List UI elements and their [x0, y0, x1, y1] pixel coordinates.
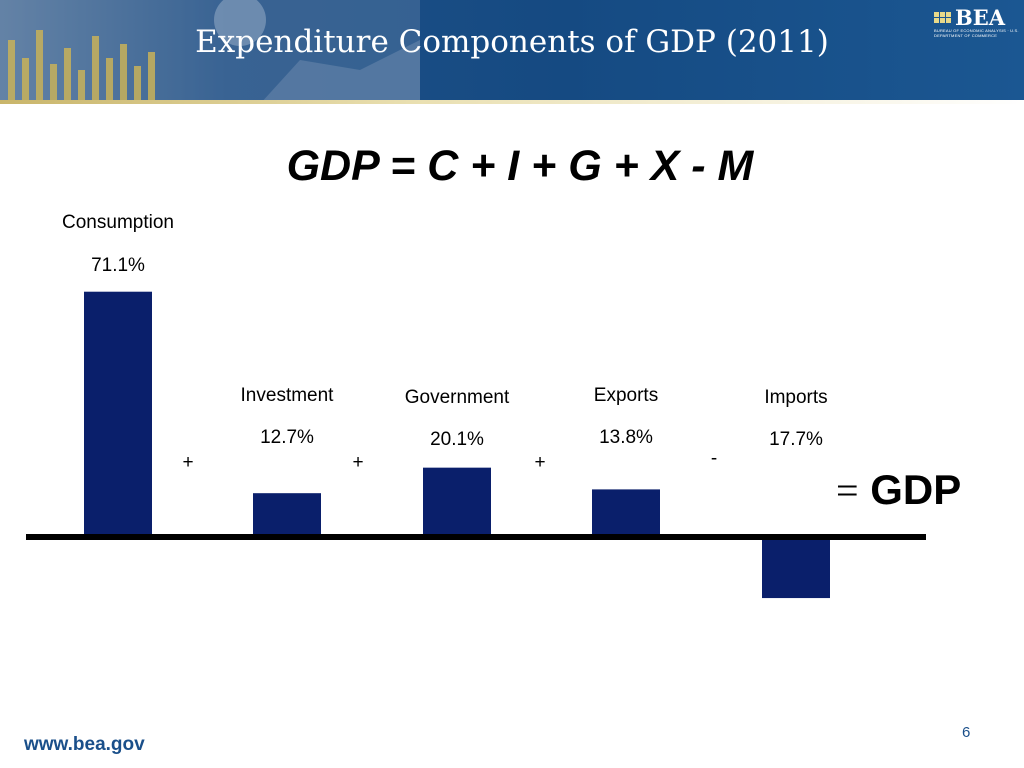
- logo-subtext: BUREAU OF ECONOMIC ANALYSIS · U.S. DEPAR…: [934, 28, 1019, 38]
- slide-header: Expenditure Components of GDP (2011) BEA…: [0, 0, 1024, 104]
- bea-logo: [934, 12, 951, 23]
- header-decoration-graphic: [0, 0, 420, 104]
- slide-title: Expenditure Components of GDP (2011): [195, 24, 829, 60]
- bar-investment: [253, 493, 321, 537]
- gdp-equation: GDP = C + I + G + X - M: [286, 142, 754, 190]
- bar-consumption: [84, 291, 152, 537]
- operator-4: -: [710, 448, 718, 469]
- bar-government: [423, 467, 491, 537]
- value-label-exports: 13.8%: [599, 427, 653, 448]
- category-label-exports: Exports: [593, 385, 659, 406]
- header-accent-band: [0, 100, 1024, 104]
- category-label-government: Government: [404, 387, 510, 408]
- operator-1: +: [182, 452, 194, 473]
- category-label-investment: Investment: [240, 385, 334, 406]
- footer-url[interactable]: www.bea.gov: [24, 734, 145, 755]
- gdp-result: = GDP: [836, 466, 961, 514]
- value-label-imports: 17.7%: [769, 429, 823, 450]
- operator-3: +: [534, 452, 546, 473]
- logo-text: BEA: [955, 5, 1006, 30]
- bar-exports: [592, 489, 660, 537]
- category-label-imports: Imports: [764, 387, 828, 408]
- category-label-consumption: Consumption: [62, 212, 174, 233]
- operator-2: +: [352, 452, 364, 473]
- value-label-government: 20.1%: [430, 429, 484, 450]
- page-number: 6: [962, 724, 971, 741]
- gdp-result-label: GDP: [870, 466, 962, 513]
- value-label-consumption: 71.1%: [91, 255, 145, 276]
- equals-sign: =: [836, 468, 859, 513]
- value-label-investment: 12.7%: [260, 427, 314, 448]
- bar-imports: [762, 537, 830, 599]
